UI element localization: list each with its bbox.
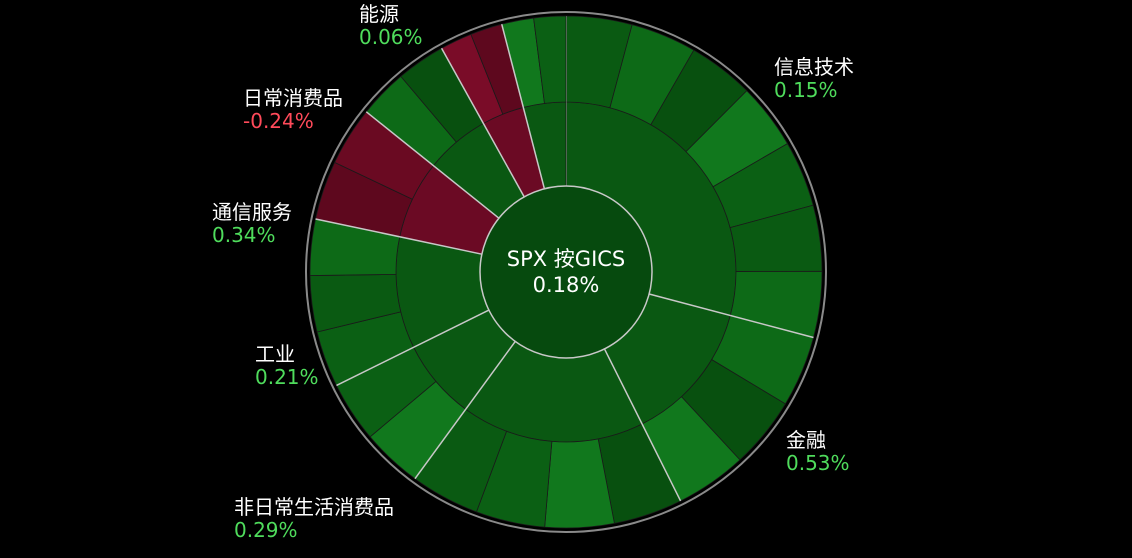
sector-1-boundary xyxy=(648,293,814,339)
sector-name: 能源 xyxy=(359,2,399,26)
sector-8-outer-slice[interactable] xyxy=(533,15,567,104)
sector-label-communication-services[interactable]: 通信服务 0.34% xyxy=(212,201,292,247)
sector-7-boundary xyxy=(440,47,525,198)
sector-2-boundary xyxy=(603,348,682,502)
sector-label-consumer-discretionary[interactable]: 非日常生活消费品 0.29% xyxy=(234,496,394,542)
center-label: SPX 按GICS 0.18% xyxy=(507,246,626,298)
sector-change: 0.06% xyxy=(359,25,423,49)
sector-4-boundary xyxy=(336,309,490,387)
sector-label-energy[interactable]: 能源 0.06% xyxy=(359,3,423,49)
sector-change: 0.34% xyxy=(212,223,276,247)
sector-change: -0.24% xyxy=(243,109,314,133)
sector-label-financials[interactable]: 金融 0.53% xyxy=(786,429,850,475)
sector-name: 信息技术 xyxy=(774,55,854,79)
sector-8-boundary xyxy=(501,24,546,189)
sector-label-consumer-staples[interactable]: 日常消费品 -0.24% xyxy=(243,87,343,133)
sector-change: 0.21% xyxy=(255,365,319,389)
sector-name: 通信服务 xyxy=(212,200,292,224)
sector-name: 日常消费品 xyxy=(243,86,343,110)
sunburst-slices xyxy=(309,15,823,529)
sector-6-boundary xyxy=(365,111,500,219)
sector-name: 金融 xyxy=(786,428,826,452)
sector-name: 工业 xyxy=(255,342,295,366)
center-title: SPX 按GICS xyxy=(506,247,626,271)
sector-3-boundary xyxy=(414,340,516,480)
sector-change: 0.29% xyxy=(234,518,298,542)
sector-change: 0.53% xyxy=(786,451,850,475)
sector-name: 非日常生活消费品 xyxy=(234,495,394,519)
center-circle xyxy=(479,185,653,359)
center-value: 0.18% xyxy=(532,273,600,297)
sector-5-boundary xyxy=(315,218,483,255)
sector-change: 0.15% xyxy=(774,78,838,102)
sector-label-info-tech[interactable]: 信息技术 0.15% xyxy=(774,56,854,102)
chart-outer-ring xyxy=(305,11,827,533)
sector-label-industrials[interactable]: 工业 0.21% xyxy=(255,343,319,389)
